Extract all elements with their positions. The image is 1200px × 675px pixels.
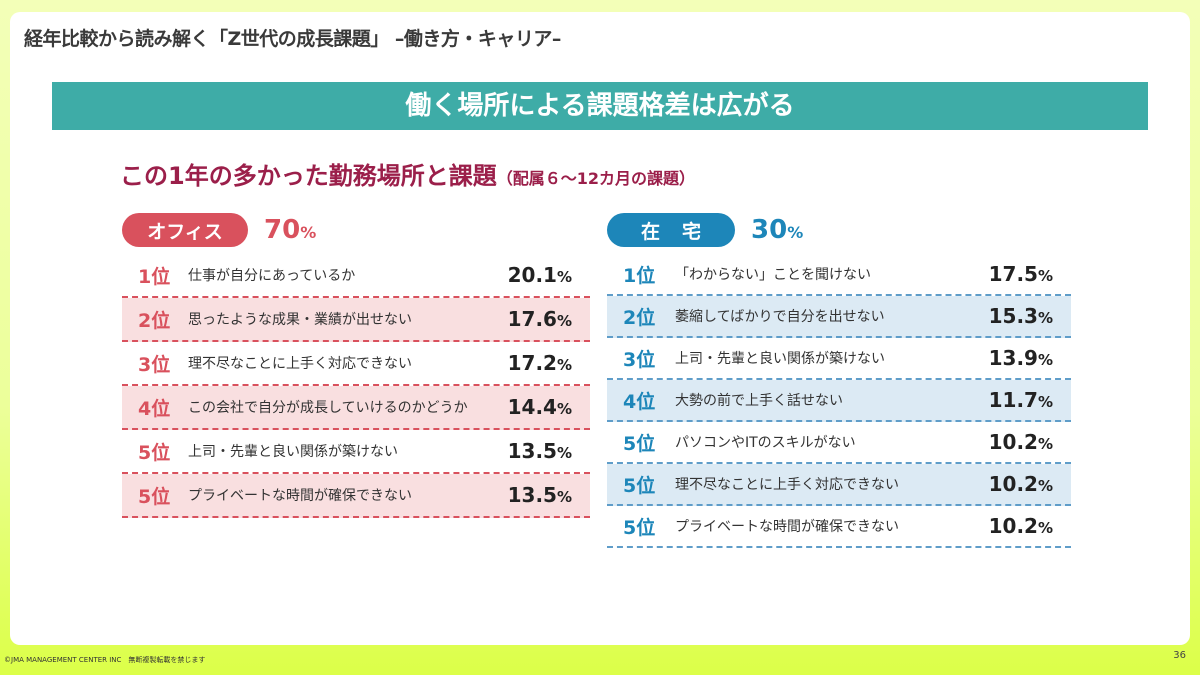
rank-label: 5位: [623, 474, 656, 497]
percentage: 20.1%: [508, 263, 572, 287]
rank-label: 4位: [138, 397, 171, 420]
percentage: 13.5%: [508, 483, 572, 507]
percentage-unit: %: [1037, 519, 1053, 537]
ranking-row: 3位 上司・先輩と良い関係が築けない 13.9%: [607, 338, 1071, 380]
rank-label: 3位: [623, 348, 656, 371]
ranking-row: 5位 理不尽なことに上手く対応できない 10.2%: [607, 464, 1071, 506]
percentage-unit: %: [556, 400, 572, 418]
issue-text: 萎縮してばかりで自分を出せない: [675, 309, 885, 325]
ranking-row: 5位 上司・先輩と良い関係が築けない 13.5%: [122, 430, 590, 474]
percentage-unit: %: [1037, 393, 1053, 411]
ranking-row: 5位 プライベートな時間が確保できない 10.2%: [607, 506, 1071, 548]
headline-banner: 働く場所による課題格差は広がる: [52, 82, 1148, 130]
rank-label: 5位: [623, 516, 656, 539]
rank-label: 3位: [138, 353, 171, 376]
issue-text: 「わからない」ことを聞けない: [675, 267, 871, 283]
rank-label: 1位: [623, 264, 656, 287]
office-share: 70%: [264, 215, 316, 245]
rank-label: 4位: [623, 390, 656, 413]
percentage: 13.5%: [508, 439, 572, 463]
percentage-unit: %: [556, 444, 572, 462]
office-label-pill: オフィス: [122, 213, 248, 247]
copyright-footer: ©JMA MANAGEMENT CENTER INC 無断複製転載を禁じます: [4, 656, 206, 664]
subtitle-text: この1年の多かった勤務場所と課題: [120, 162, 497, 190]
percentage-value: 10.2: [988, 430, 1038, 454]
percentage-value: 10.2: [988, 514, 1038, 538]
percentage: 15.3%: [989, 304, 1053, 328]
percentage-value: 13.9: [988, 346, 1038, 370]
percentage: 13.9%: [989, 346, 1053, 370]
percentage: 17.6%: [508, 307, 572, 331]
percentage-value: 13.5: [507, 439, 557, 463]
ranking-row: 5位 プライベートな時間が確保できない 13.5%: [122, 474, 590, 518]
home-share: 30%: [751, 215, 803, 245]
rank-label: 5位: [138, 441, 171, 464]
document-title: 経年比較から読み解く「Z世代の成長課題」 –働き方・キャリア–: [24, 28, 561, 50]
percentage-value: 17.5: [988, 262, 1038, 286]
rank-label: 2位: [138, 309, 171, 332]
percentage-value: 15.3: [988, 304, 1038, 328]
ranking-row: 1位 「わからない」ことを聞けない 17.5%: [607, 254, 1071, 296]
rank-label: 5位: [623, 432, 656, 455]
section-subtitle: この1年の多かった勤務場所と課題（配属６～12カ月の課題）: [120, 156, 695, 191]
ranking-row: 4位 この会社で自分が成長していけるのかどうか 14.4%: [122, 386, 590, 430]
ranking-row: 1位 仕事が自分にあっているか 20.1%: [122, 254, 590, 298]
office-share-unit: %: [300, 223, 317, 242]
percentage: 17.2%: [508, 351, 572, 375]
percentage-value: 20.1: [507, 263, 557, 287]
percentage-unit: %: [1037, 435, 1053, 453]
issue-text: 仕事が自分にあっているか: [188, 268, 356, 284]
ranking-row: 2位 萎縮してばかりで自分を出せない 15.3%: [607, 296, 1071, 338]
issue-text: 上司・先輩と良い関係が築けない: [188, 444, 398, 460]
issue-text: 大勢の前で上手く話せない: [675, 393, 843, 409]
percentage-unit: %: [556, 268, 572, 286]
subtitle-note: （配属６～12カ月の課題）: [496, 169, 695, 188]
ranking-row: 2位 思ったような成果・業績が出せない 17.6%: [122, 298, 590, 342]
percentage-unit: %: [1037, 309, 1053, 327]
percentage-unit: %: [1037, 267, 1053, 285]
issue-text: プライベートな時間が確保できない: [188, 488, 412, 504]
percentage-unit: %: [556, 312, 572, 330]
issue-text: 理不尽なことに上手く対応できない: [675, 477, 899, 493]
percentage-unit: %: [556, 356, 572, 374]
ranking-row: 4位 大勢の前で上手く話せない 11.7%: [607, 380, 1071, 422]
office-share-value: 70: [264, 215, 301, 245]
ranking-row: 3位 理不尽なことに上手く対応できない 17.2%: [122, 342, 590, 386]
home-column: 在宅 30% 1位 「わからない」ことを聞けない 17.5% 2位 萎縮してばかりで自分…: [607, 210, 1071, 548]
office-column: オフィス 70% 1位 仕事が自分にあっているか 20.1% 2位 思ったような成果・業…: [122, 210, 590, 518]
percentage-value: 17.6: [507, 307, 557, 331]
percentage: 10.2%: [989, 430, 1053, 454]
percentage: 11.7%: [989, 388, 1053, 412]
percentage: 17.5%: [989, 262, 1053, 286]
rank-label: 2位: [623, 306, 656, 329]
issue-text: 上司・先輩と良い関係が築けない: [675, 351, 885, 367]
percentage: 10.2%: [989, 472, 1053, 496]
percentage: 10.2%: [989, 514, 1053, 538]
home-share-unit: %: [787, 223, 804, 242]
percentage-value: 10.2: [988, 472, 1038, 496]
page-number: 36: [1173, 650, 1186, 661]
percentage-unit: %: [1037, 477, 1053, 495]
home-label-pill: 在宅: [607, 213, 735, 247]
issue-text: 思ったような成果・業績が出せない: [188, 312, 412, 328]
percentage-value: 13.5: [507, 483, 557, 507]
percentage: 14.4%: [508, 395, 572, 419]
issue-text: パソコンやITのスキルがない: [675, 435, 856, 451]
issue-text: 理不尽なことに上手く対応できない: [188, 356, 412, 372]
rank-label: 5位: [138, 485, 171, 508]
percentage-unit: %: [1037, 351, 1053, 369]
ranking-row: 5位 パソコンやITのスキルがない 10.2%: [607, 422, 1071, 464]
issue-text: この会社で自分が成長していけるのかどうか: [188, 400, 468, 416]
home-share-value: 30: [751, 215, 788, 245]
percentage-value: 14.4: [507, 395, 557, 419]
issue-text: プライベートな時間が確保できない: [675, 519, 899, 535]
percentage-unit: %: [556, 488, 572, 506]
rank-label: 1位: [138, 265, 171, 288]
percentage-value: 17.2: [507, 351, 557, 375]
percentage-value: 11.7: [988, 388, 1038, 412]
